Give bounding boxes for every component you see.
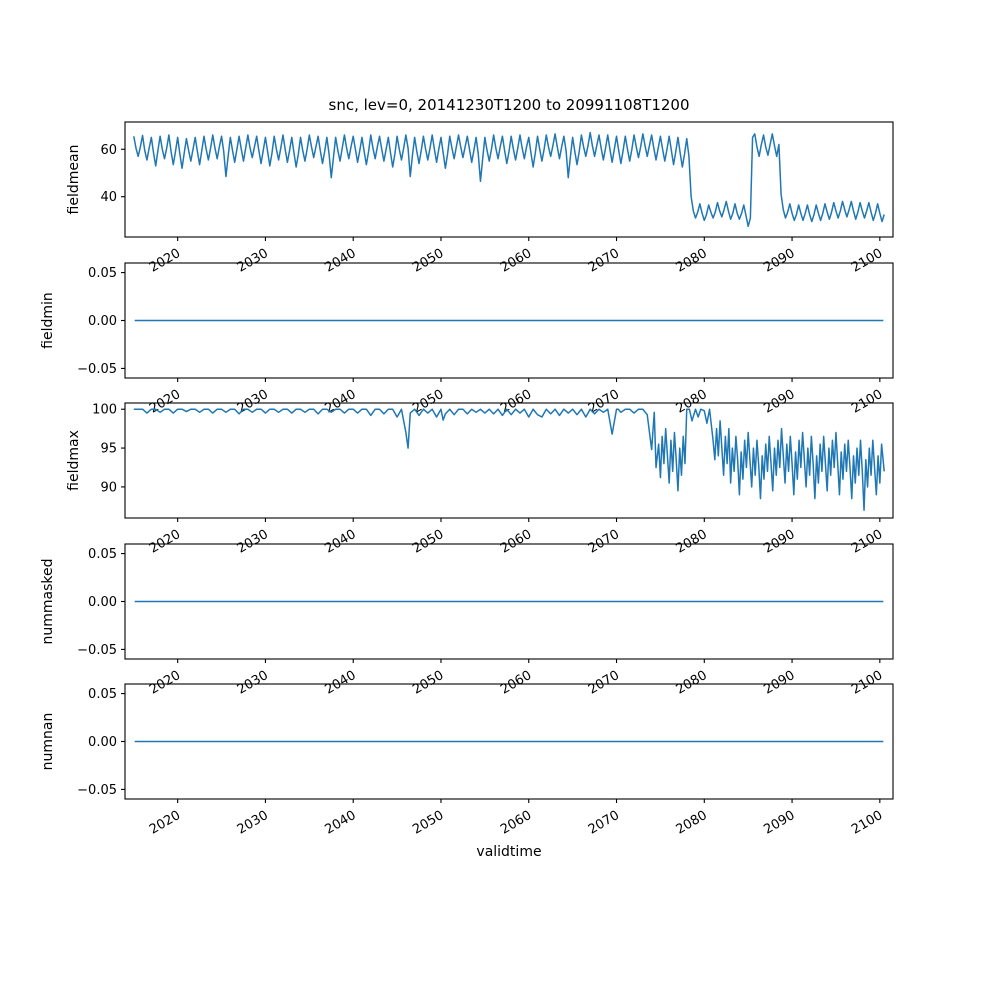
y-tick-label-fieldmean: 40	[100, 190, 117, 205]
axes-frame	[124, 402, 894, 519]
y-tick-label-numnan: 0.05	[88, 687, 117, 702]
y-axis-label-numnan: numnan	[40, 713, 56, 771]
y-tick-label-fieldmin: 0.05	[88, 266, 117, 281]
figure-title: snc, lev=0, 20141230T1200 to 20991108T12…	[329, 96, 690, 114]
x-axis-label: validtime	[476, 844, 541, 860]
data-line-fieldmax	[133, 408, 885, 511]
y-tick-label-fieldmin: 0.00	[88, 314, 117, 329]
axes-frame	[124, 121, 894, 238]
data-line-fieldmean	[133, 131, 885, 228]
y-tick-label-numnan: −0.05	[77, 783, 117, 798]
y-axis-label-fieldmean: fieldmean	[66, 145, 82, 215]
y-axis-label-fieldmin: fieldmin	[40, 292, 56, 349]
y-tick-label-nummasked: 0.05	[88, 547, 117, 562]
y-tick-label-nummasked: −0.05	[77, 643, 117, 658]
y-axis-label-nummasked: nummasked	[40, 558, 56, 644]
y-tick-label-nummasked: 0.00	[88, 595, 117, 610]
y-tick-label-fieldmax: 95	[100, 442, 117, 457]
y-axis-label-fieldmax: fieldmax	[66, 430, 82, 491]
y-tick-label-fieldmin: −0.05	[77, 362, 117, 377]
y-tick-label-fieldmax: 90	[100, 480, 117, 495]
y-tick-label-fieldmax: 100	[92, 403, 117, 418]
y-tick-label-fieldmean: 60	[100, 143, 117, 158]
y-tick-label-numnan: 0.00	[88, 735, 117, 750]
